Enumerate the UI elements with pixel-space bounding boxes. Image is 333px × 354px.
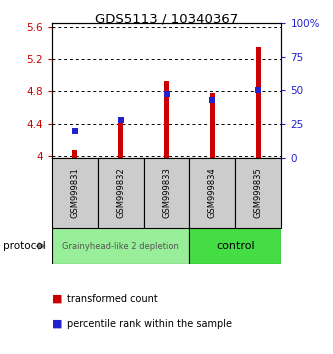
Text: ■: ■: [52, 319, 62, 329]
Text: GSM999833: GSM999833: [162, 167, 171, 218]
Bar: [118, 121, 123, 158]
Text: GSM999832: GSM999832: [116, 167, 125, 218]
Bar: [210, 93, 215, 158]
Text: ■: ■: [52, 294, 62, 304]
Bar: [256, 47, 261, 158]
Text: GDS5113 / 10340367: GDS5113 / 10340367: [95, 12, 238, 25]
Point: [210, 97, 215, 103]
Text: GSM999831: GSM999831: [70, 167, 79, 218]
Bar: [164, 81, 169, 158]
Bar: [52, 158, 98, 228]
Text: transformed count: transformed count: [67, 294, 158, 304]
Text: Grainyhead-like 2 depletion: Grainyhead-like 2 depletion: [62, 241, 179, 251]
Bar: [52, 228, 189, 264]
Text: control: control: [216, 241, 255, 251]
Bar: [235, 158, 281, 228]
Text: GSM999835: GSM999835: [254, 167, 263, 218]
Point: [256, 87, 261, 93]
Bar: [98, 158, 144, 228]
Text: GSM999834: GSM999834: [208, 167, 217, 218]
Bar: [189, 228, 281, 264]
Point: [164, 91, 169, 97]
Text: protocol: protocol: [3, 241, 46, 251]
Point: [72, 128, 77, 133]
Bar: [189, 158, 235, 228]
Bar: [72, 150, 77, 158]
Bar: [144, 158, 189, 228]
Point: [118, 117, 123, 123]
Text: percentile rank within the sample: percentile rank within the sample: [67, 319, 231, 329]
